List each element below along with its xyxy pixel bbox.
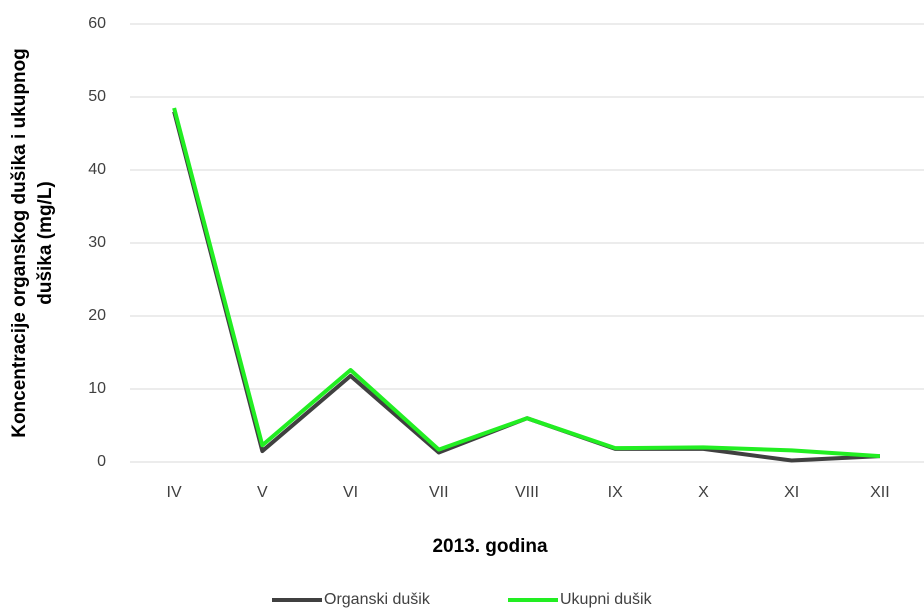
series-line	[172, 111, 880, 463]
x-tick-label: X	[698, 484, 709, 501]
y-tick-label: 20	[88, 307, 106, 324]
x-tick-label: VI	[343, 484, 358, 501]
y-tick-label: 40	[88, 161, 106, 178]
x-tick-label: XI	[784, 484, 799, 501]
x-tick-label: IX	[608, 484, 623, 501]
y-tick-label: 0	[97, 453, 106, 470]
x-tick-label: XII	[870, 484, 890, 501]
series-line	[172, 107, 881, 459]
y-tick-label: 30	[88, 234, 106, 251]
y-tick-label: 60	[88, 15, 106, 32]
x-tick-label: VII	[429, 484, 449, 501]
y-tick-label: 10	[88, 380, 106, 397]
legend-label: Ukupni dušik	[560, 591, 653, 608]
y-axis-title: dušika (mg/L)	[35, 181, 56, 305]
x-axis-title: 2013. godina	[432, 536, 548, 557]
y-axis-title: Koncentracije organskog dušika i ukupnog	[9, 48, 30, 438]
x-tick-label: IV	[167, 484, 182, 501]
legend-label: Organski dušik	[324, 591, 431, 608]
x-tick-label: V	[257, 484, 268, 501]
y-tick-label: 50	[88, 88, 106, 105]
x-tick-label: VIII	[515, 484, 539, 501]
